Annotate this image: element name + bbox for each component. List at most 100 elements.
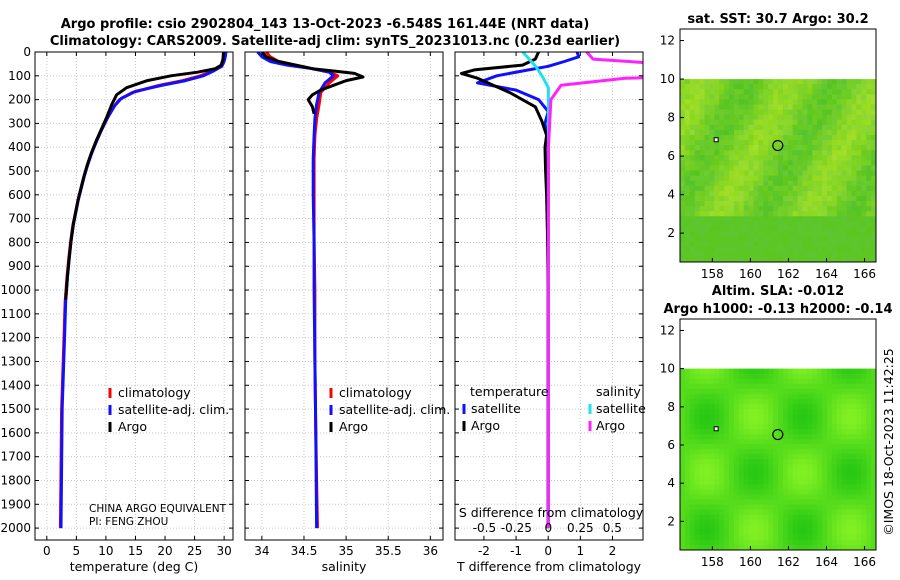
heatmap-cell (773, 373, 779, 380)
heatmap-cell (738, 195, 745, 202)
heatmap-cell (699, 529, 706, 536)
heatmap-cell (738, 124, 745, 131)
heatmap-cell (680, 545, 686, 550)
heatmap-cell (782, 454, 789, 460)
heatmap-cell (841, 160, 848, 167)
heatmap-cell (684, 170, 691, 177)
heatmap-cell (802, 444, 808, 450)
x-tick-label: 10 (98, 544, 113, 558)
heatmap-cell (856, 524, 862, 531)
heatmap-cell (782, 211, 789, 217)
heatmap-cell (812, 479, 818, 486)
heatmap-cell (768, 79, 774, 85)
heatmap-cell (817, 414, 823, 420)
heatmap-cell (709, 434, 715, 440)
heatmap-cell (802, 119, 808, 126)
heatmap-cell (817, 236, 823, 243)
heatmap-cell (768, 449, 774, 455)
heatmap-cell (807, 226, 813, 233)
heatmap-cell (729, 201, 735, 207)
heatmap-cell (802, 231, 808, 238)
heatmap-cell (856, 424, 862, 430)
heatmap-cell (689, 150, 696, 156)
heatmap-cell (861, 206, 867, 212)
heatmap-cell (866, 378, 872, 385)
heatmap-cell (704, 383, 710, 390)
heatmap-cell (861, 474, 867, 480)
heatmap-cell (719, 494, 725, 501)
heatmap-cell (822, 160, 828, 167)
heatmap-cell (684, 135, 691, 141)
heatmap-cell (684, 206, 691, 212)
heatmap-cell (763, 403, 769, 410)
heatmap-cell (709, 94, 715, 100)
heatmap-cell (778, 195, 784, 202)
heatmap-cell (743, 104, 750, 111)
heatmap-cell (792, 464, 799, 470)
heatmap-cell (684, 175, 691, 182)
heatmap-cell (743, 368, 750, 375)
heatmap-cell (807, 393, 813, 400)
heatmap-cell (797, 519, 804, 526)
heatmap-cell (861, 393, 867, 400)
x-axis-label: salinity (322, 559, 367, 574)
heatmap-cell (831, 140, 838, 146)
heatmap-cell (743, 424, 750, 430)
heatmap-cell (836, 444, 843, 450)
heatmap-cell (778, 444, 784, 450)
heatmap-cell (861, 216, 867, 222)
heatmap-cell (763, 519, 769, 526)
heatmap-cell (817, 509, 823, 516)
heatmap-cell (694, 504, 701, 511)
heatmap-cell (836, 383, 843, 390)
heatmap-cell (827, 145, 833, 151)
heatmap-cell (758, 140, 764, 146)
heatmap-cell (768, 408, 774, 415)
heatmap-cell (861, 251, 867, 258)
heatmap-cell (782, 99, 789, 106)
heatmap-cell (851, 170, 857, 177)
heatmap-cell (689, 256, 696, 262)
heatmap-cell (743, 434, 750, 440)
heatmap-cell (704, 170, 710, 177)
heatmap-cell (846, 256, 853, 262)
heatmap-cell (797, 504, 804, 511)
heatmap-cell (773, 226, 779, 233)
heatmap-cell (782, 449, 789, 455)
heatmap-cell (871, 514, 876, 521)
heatmap-cell (758, 464, 764, 470)
heatmap-cell (704, 373, 710, 380)
heatmap-cell (822, 509, 828, 516)
heatmap-cell (704, 140, 710, 146)
heatmap-cell (836, 469, 843, 475)
heatmap-cell (841, 99, 848, 106)
heatmap-cell (694, 403, 701, 410)
heatmap-cell (724, 231, 730, 238)
heatmap-cell (861, 479, 867, 486)
heatmap-cell (792, 403, 799, 410)
heatmap-cell (802, 226, 808, 233)
heatmap-cell (797, 464, 804, 470)
heatmap-cell (709, 236, 715, 243)
heatmap-cell (709, 444, 715, 450)
heatmap-cell (792, 124, 799, 131)
heatmap-cell (807, 150, 813, 156)
heatmap-cell (719, 398, 725, 405)
heatmap-cell (753, 170, 759, 177)
heatmap-cell (861, 150, 867, 156)
heatmap-cell (822, 479, 828, 486)
heatmap-cell (782, 104, 789, 111)
heatmap-cell (822, 403, 828, 410)
heatmap-cell (792, 484, 799, 491)
heatmap-cell (748, 539, 755, 546)
heatmap-cell (782, 444, 789, 450)
heatmap-cell (812, 368, 818, 375)
heatmap-cell (758, 256, 764, 262)
heatmap-cell (753, 211, 759, 217)
heatmap-cell (827, 429, 833, 435)
heatmap-cell (748, 479, 755, 486)
heatmap-cell (836, 114, 843, 121)
heatmap-cell (812, 378, 818, 385)
heatmap-cell (856, 119, 862, 126)
